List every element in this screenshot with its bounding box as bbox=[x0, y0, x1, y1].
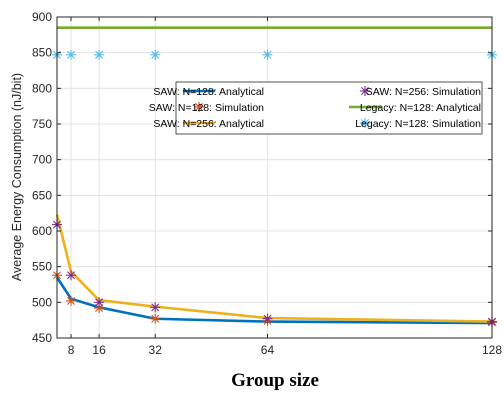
y-tick-label: 850 bbox=[32, 46, 52, 60]
x-tick-label: 64 bbox=[261, 343, 275, 357]
legend-label: Legacy: N=128: Simulation bbox=[355, 118, 481, 130]
legend-label: SAW: N=128: Simulation bbox=[149, 102, 264, 114]
series-point-5 bbox=[94, 49, 105, 60]
series-point-3 bbox=[262, 313, 273, 324]
series-point-1 bbox=[150, 313, 161, 324]
y-axis-label: Average Energy Consumption (nJ/bit) bbox=[10, 73, 24, 281]
series-point-5 bbox=[66, 49, 77, 60]
x-tick-label: 8 bbox=[68, 343, 75, 357]
y-tick-label: 600 bbox=[32, 224, 52, 238]
legend: SAW: N=128: Analytical SAW: N=128: Simula… bbox=[149, 81, 483, 135]
legend-entry: SAW: N=256: Simulation bbox=[360, 86, 481, 98]
x-tick-label: 16 bbox=[92, 343, 106, 357]
legend-entry: Legacy: N=128: Analytical bbox=[349, 102, 481, 114]
y-tick-label: 800 bbox=[32, 81, 52, 95]
legend-label: Legacy: N=128: Analytical bbox=[360, 102, 481, 114]
y-tick-label: 500 bbox=[32, 295, 52, 309]
plot-frame bbox=[56, 16, 493, 339]
series-layer bbox=[52, 26, 497, 328]
legend-label: SAW: N=256: Simulation bbox=[366, 86, 481, 98]
legend-entry: SAW: N=256: Analytical bbox=[153, 118, 264, 130]
tick-layer: 450 500 550 600 650 700 750 800 850 900 8 16 32 64 128 bbox=[32, 10, 502, 357]
legend-marker-swatch bbox=[360, 86, 370, 96]
series-point-5 bbox=[262, 49, 273, 60]
legend-entry: SAW: N=128: Analytical bbox=[153, 86, 264, 98]
grid bbox=[57, 16, 493, 339]
legend-label: SAW: N=256: Analytical bbox=[153, 118, 264, 130]
series-point-3 bbox=[66, 270, 77, 281]
y-tick-label: 700 bbox=[32, 153, 52, 167]
x-tick-label: 32 bbox=[149, 343, 163, 357]
y-tick-label: 450 bbox=[32, 331, 52, 345]
plot-background bbox=[57, 17, 492, 338]
legend-entry: Legacy: N=128: Simulation bbox=[355, 118, 481, 130]
series-line-2 bbox=[55, 214, 493, 323]
series-line-0 bbox=[55, 276, 493, 325]
y-tick-label: 900 bbox=[32, 10, 52, 24]
legend-marker-swatch bbox=[360, 118, 370, 128]
x-tick-label: 128 bbox=[482, 343, 502, 357]
series-point-5 bbox=[150, 49, 161, 60]
y-tick-label: 750 bbox=[32, 117, 52, 131]
y-tick-label: 650 bbox=[32, 188, 52, 202]
legend-box bbox=[175, 81, 483, 135]
series-point-1 bbox=[66, 295, 77, 306]
series-point-3 bbox=[150, 302, 161, 313]
series-point-3 bbox=[94, 297, 105, 308]
x-axis-label: Group size bbox=[231, 370, 319, 391]
legend-marker-swatch bbox=[194, 102, 204, 112]
legend-label: SAW: N=128: Analytical bbox=[153, 86, 264, 98]
legend-entry: SAW: N=128: Simulation bbox=[149, 102, 264, 114]
y-tick-label: 550 bbox=[32, 260, 52, 274]
